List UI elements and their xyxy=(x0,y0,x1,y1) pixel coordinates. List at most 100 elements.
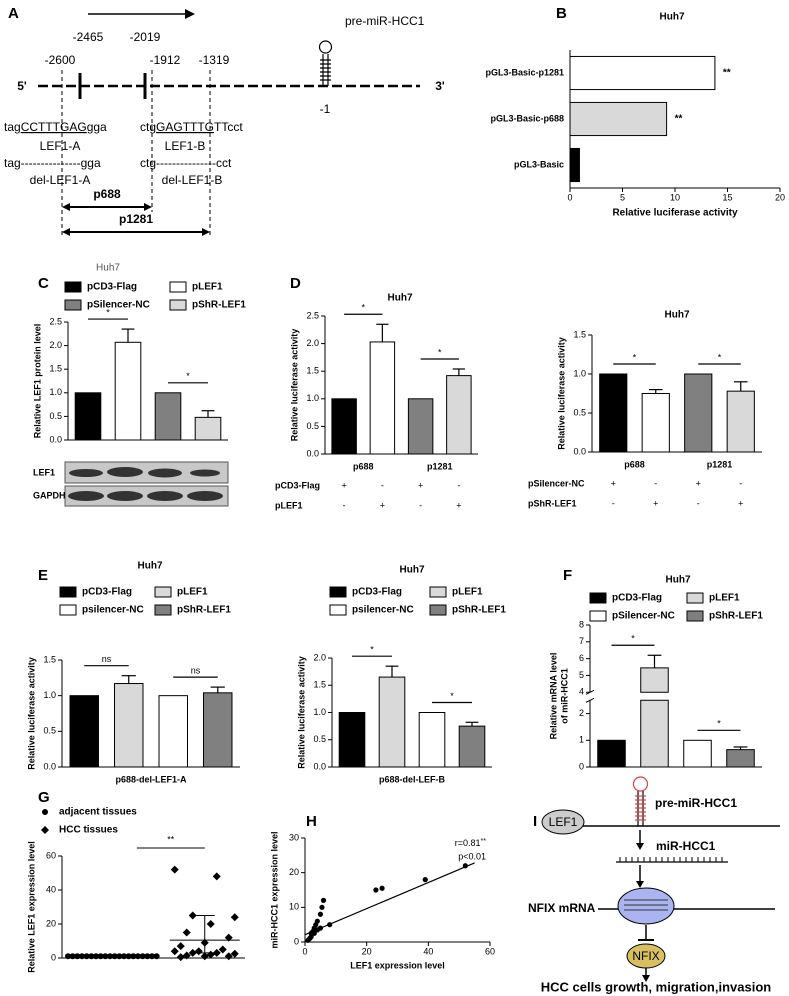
legend-swatch xyxy=(329,604,347,616)
construct-arrows xyxy=(68,206,204,233)
y-tick-label: 0.5 xyxy=(573,407,586,417)
chart-title: Huh7 xyxy=(388,293,413,304)
point xyxy=(176,942,185,951)
bar xyxy=(597,739,626,768)
row-sign: - xyxy=(457,480,460,490)
bar xyxy=(154,392,182,441)
point xyxy=(212,948,221,957)
y-tick-label: 4 xyxy=(579,687,584,697)
significance: * xyxy=(186,371,190,381)
legend-swatch xyxy=(64,299,82,311)
y-tick-label: 1.0 xyxy=(306,393,319,403)
row-sign: + xyxy=(696,478,701,488)
significance: * xyxy=(718,352,722,362)
row-sign: + xyxy=(418,480,423,490)
x-tick-label: p1281 xyxy=(707,459,733,469)
point xyxy=(317,911,324,917)
significance: ** xyxy=(675,114,683,125)
point xyxy=(176,953,185,962)
y-tick-label: 1.0 xyxy=(49,387,62,397)
r-value: r=0.81 xyxy=(455,838,481,848)
site-name: LEF1-A xyxy=(40,139,81,153)
y-tick-label: 7 xyxy=(579,636,584,646)
x-tick-label: 40 xyxy=(423,946,433,956)
legend-swatch xyxy=(154,586,172,598)
bar xyxy=(158,695,188,768)
bar xyxy=(569,147,580,183)
row-label: pShR-LEF1 xyxy=(528,498,577,508)
bar xyxy=(726,749,755,768)
hairpin-label: pre-miR-HCC1 xyxy=(345,14,425,28)
deletion-name: del-LEF1-A xyxy=(30,173,91,187)
end-label: 3' xyxy=(435,79,445,93)
y-tick-label: 2.5 xyxy=(306,310,319,320)
point xyxy=(206,920,215,928)
x-tick-label: 15 xyxy=(722,192,732,202)
legend-marker xyxy=(42,809,48,815)
row-sign: - xyxy=(419,500,422,510)
point xyxy=(69,953,76,960)
y-tick-label: 5 xyxy=(579,670,584,680)
point xyxy=(188,948,197,957)
x-axis-label: Relative luciferase activity xyxy=(612,208,738,219)
y-tick-label: 0.5 xyxy=(49,411,62,421)
panel-label: I xyxy=(533,813,537,830)
panel-label: G xyxy=(38,789,50,806)
point xyxy=(170,865,179,874)
x-axis-label: p688-del-LEF1-A xyxy=(115,774,187,784)
deletion-seq: tag---------------gga xyxy=(4,156,101,170)
y-tick-label: 0 xyxy=(579,761,584,771)
y-tick-label: 1.0 xyxy=(313,707,326,717)
legend-label: pLEF1 xyxy=(177,587,208,598)
bar xyxy=(331,398,357,455)
point xyxy=(327,922,333,928)
point xyxy=(102,953,109,960)
point xyxy=(65,953,71,960)
y-tick-label: 20 xyxy=(289,867,299,877)
y-axis-label: Relative luciferase activity xyxy=(556,337,566,450)
x-tick-label: 60 xyxy=(485,946,495,956)
y-axis-label: Relative LEF1 expression level xyxy=(26,841,36,973)
legend-swatch xyxy=(429,604,447,616)
point xyxy=(153,953,160,960)
bar xyxy=(641,393,670,453)
legend-swatch xyxy=(329,586,347,598)
point xyxy=(182,928,191,937)
panel-label: D xyxy=(290,275,301,292)
y-tick-label: pGL3-Basic-p688 xyxy=(490,113,564,123)
row-sign: + xyxy=(738,498,743,508)
bar xyxy=(74,392,102,441)
blot-label: GAPDH xyxy=(33,490,66,500)
hairpin xyxy=(318,40,333,86)
panel-label: B xyxy=(556,5,567,22)
point xyxy=(311,930,317,936)
seq-core: GAGTTTG xyxy=(156,120,214,134)
position: -1319 xyxy=(199,53,230,67)
point xyxy=(314,918,320,924)
point xyxy=(83,953,90,960)
row-label: pSilencer-NC xyxy=(528,478,585,488)
y-tick-label: 2.0 xyxy=(313,652,326,662)
significance: * xyxy=(633,352,637,362)
y-tick-label: 0.0 xyxy=(573,446,586,456)
point xyxy=(218,945,227,954)
bar xyxy=(446,375,472,455)
x-axis-label: LEF1 expression level xyxy=(350,960,445,970)
x-tick-label: 20 xyxy=(775,192,785,202)
y-tick-label: 40 xyxy=(46,884,56,894)
position: -2600 xyxy=(45,53,76,67)
mechanism-diagram: LEF1 pre-miR-HCC1 miR-HCC1 NFIX mRNA NFI… xyxy=(528,776,780,994)
legend-swatch xyxy=(169,299,187,311)
legend-swatch xyxy=(59,586,77,598)
significance: * xyxy=(106,307,110,317)
significance: ns xyxy=(191,665,201,675)
significance: * xyxy=(717,719,721,729)
legend-swatch xyxy=(64,281,82,293)
y-axis-label: miR-HCC1 expression level xyxy=(269,831,279,948)
blot-label: LEF1 xyxy=(33,467,55,477)
y-tick-label: 0 xyxy=(294,936,299,946)
point xyxy=(88,953,95,960)
precursor-label: pre-miR-HCC1 xyxy=(655,796,737,810)
seq-core: CCTTTGAG xyxy=(21,120,87,134)
row-sign: - xyxy=(654,478,657,488)
